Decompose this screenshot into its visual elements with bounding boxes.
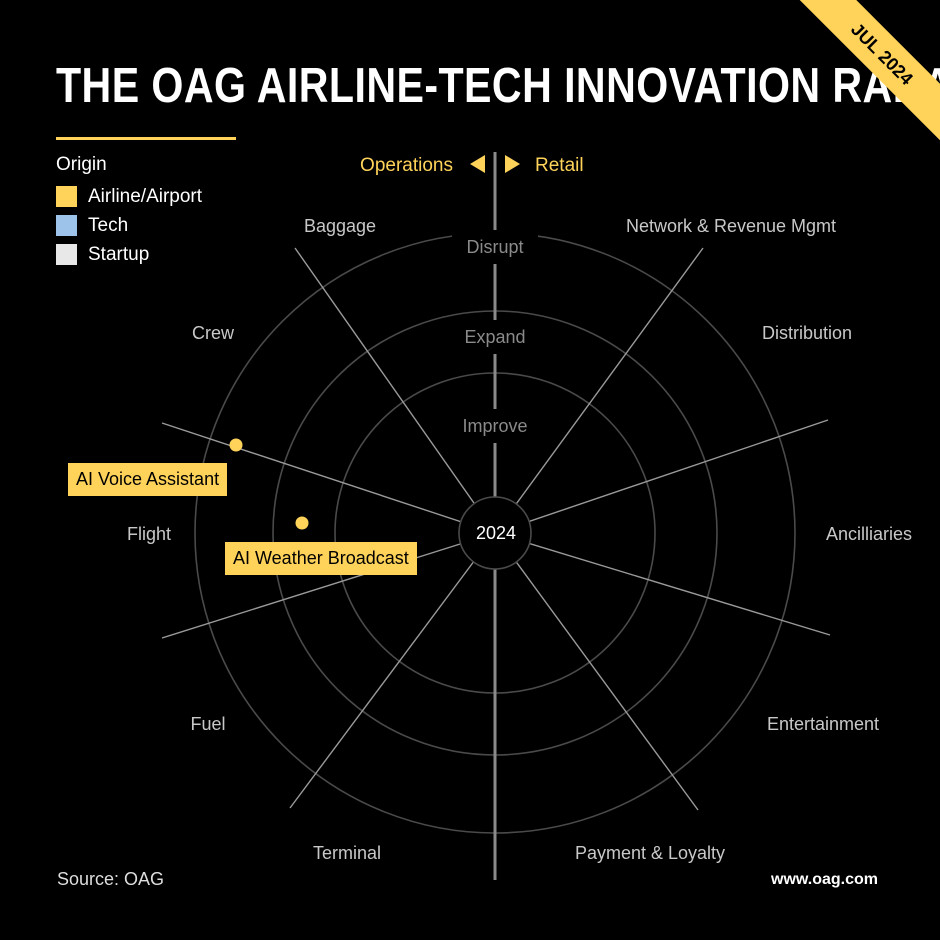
arrow-left-icon — [470, 155, 485, 173]
ring-label-improve: Improve — [462, 416, 527, 436]
divider-line — [161, 422, 496, 534]
title-underline — [56, 137, 236, 140]
ring-label-expand: Expand — [464, 327, 525, 347]
sector-label-network-revenue: Network & Revenue Mgmt — [626, 216, 836, 236]
divider-line — [494, 419, 829, 534]
sector-label-crew: Crew — [192, 323, 235, 343]
innovation-dot-ai-weather-broadcast — [295, 516, 309, 530]
legend-heading: Origin — [56, 154, 107, 175]
direction-left-label: Operations — [360, 155, 453, 176]
sector-label-payment-loyalty: Payment & Loyalty — [575, 843, 725, 863]
arrow-right-icon — [505, 155, 520, 173]
startup-swatch — [56, 244, 77, 265]
sector-label-baggage: Baggage — [304, 216, 376, 236]
sector-label-entertainment: Entertainment — [767, 714, 879, 734]
sector-label-terminal: Terminal — [313, 843, 381, 863]
divider-line — [289, 532, 496, 809]
sector-label-fuel: Fuel — [190, 714, 225, 734]
airline-swatch — [56, 186, 77, 207]
divider-line — [494, 247, 704, 534]
sector-label-ancilliaries: Ancilliaries — [826, 524, 912, 544]
legend-label: Startup — [88, 243, 150, 265]
sector-label-flight: Flight — [127, 524, 171, 544]
innovation-dot-ai-voice-assistant — [229, 438, 243, 452]
direction-right-label: Retail — [535, 155, 584, 176]
divider-line — [494, 532, 699, 811]
sector-label-distribution: Distribution — [762, 323, 852, 343]
legend-item-startup: Startup — [56, 240, 202, 269]
divider-line — [494, 532, 831, 636]
legend: Origin Airline/Airport Tech Startup — [56, 154, 202, 269]
legend-item-airline: Airline/Airport — [56, 182, 202, 211]
website-link[interactable]: www.oag.com — [771, 871, 878, 888]
tech-swatch — [56, 215, 77, 236]
innovation-label-ai-voice-assistant: AI Voice Assistant — [68, 463, 228, 496]
center-label: 2024 — [476, 523, 516, 543]
divider-line — [161, 532, 496, 639]
innovation-label-ai-weather-broadcast: AI Weather Broadcast — [225, 542, 417, 575]
legend-item-tech: Tech — [56, 211, 202, 240]
center-circle — [458, 496, 532, 570]
legend-label: Airline/Airport — [88, 185, 203, 207]
legend-label: Tech — [88, 214, 129, 236]
divider-line — [294, 247, 496, 534]
ring-label-disrupt: Disrupt — [466, 237, 523, 257]
source-note: Source: OAG — [57, 869, 165, 889]
page-title: THE OAG AIRLINE-TECH INNOVATION RADAR — [56, 59, 940, 113]
